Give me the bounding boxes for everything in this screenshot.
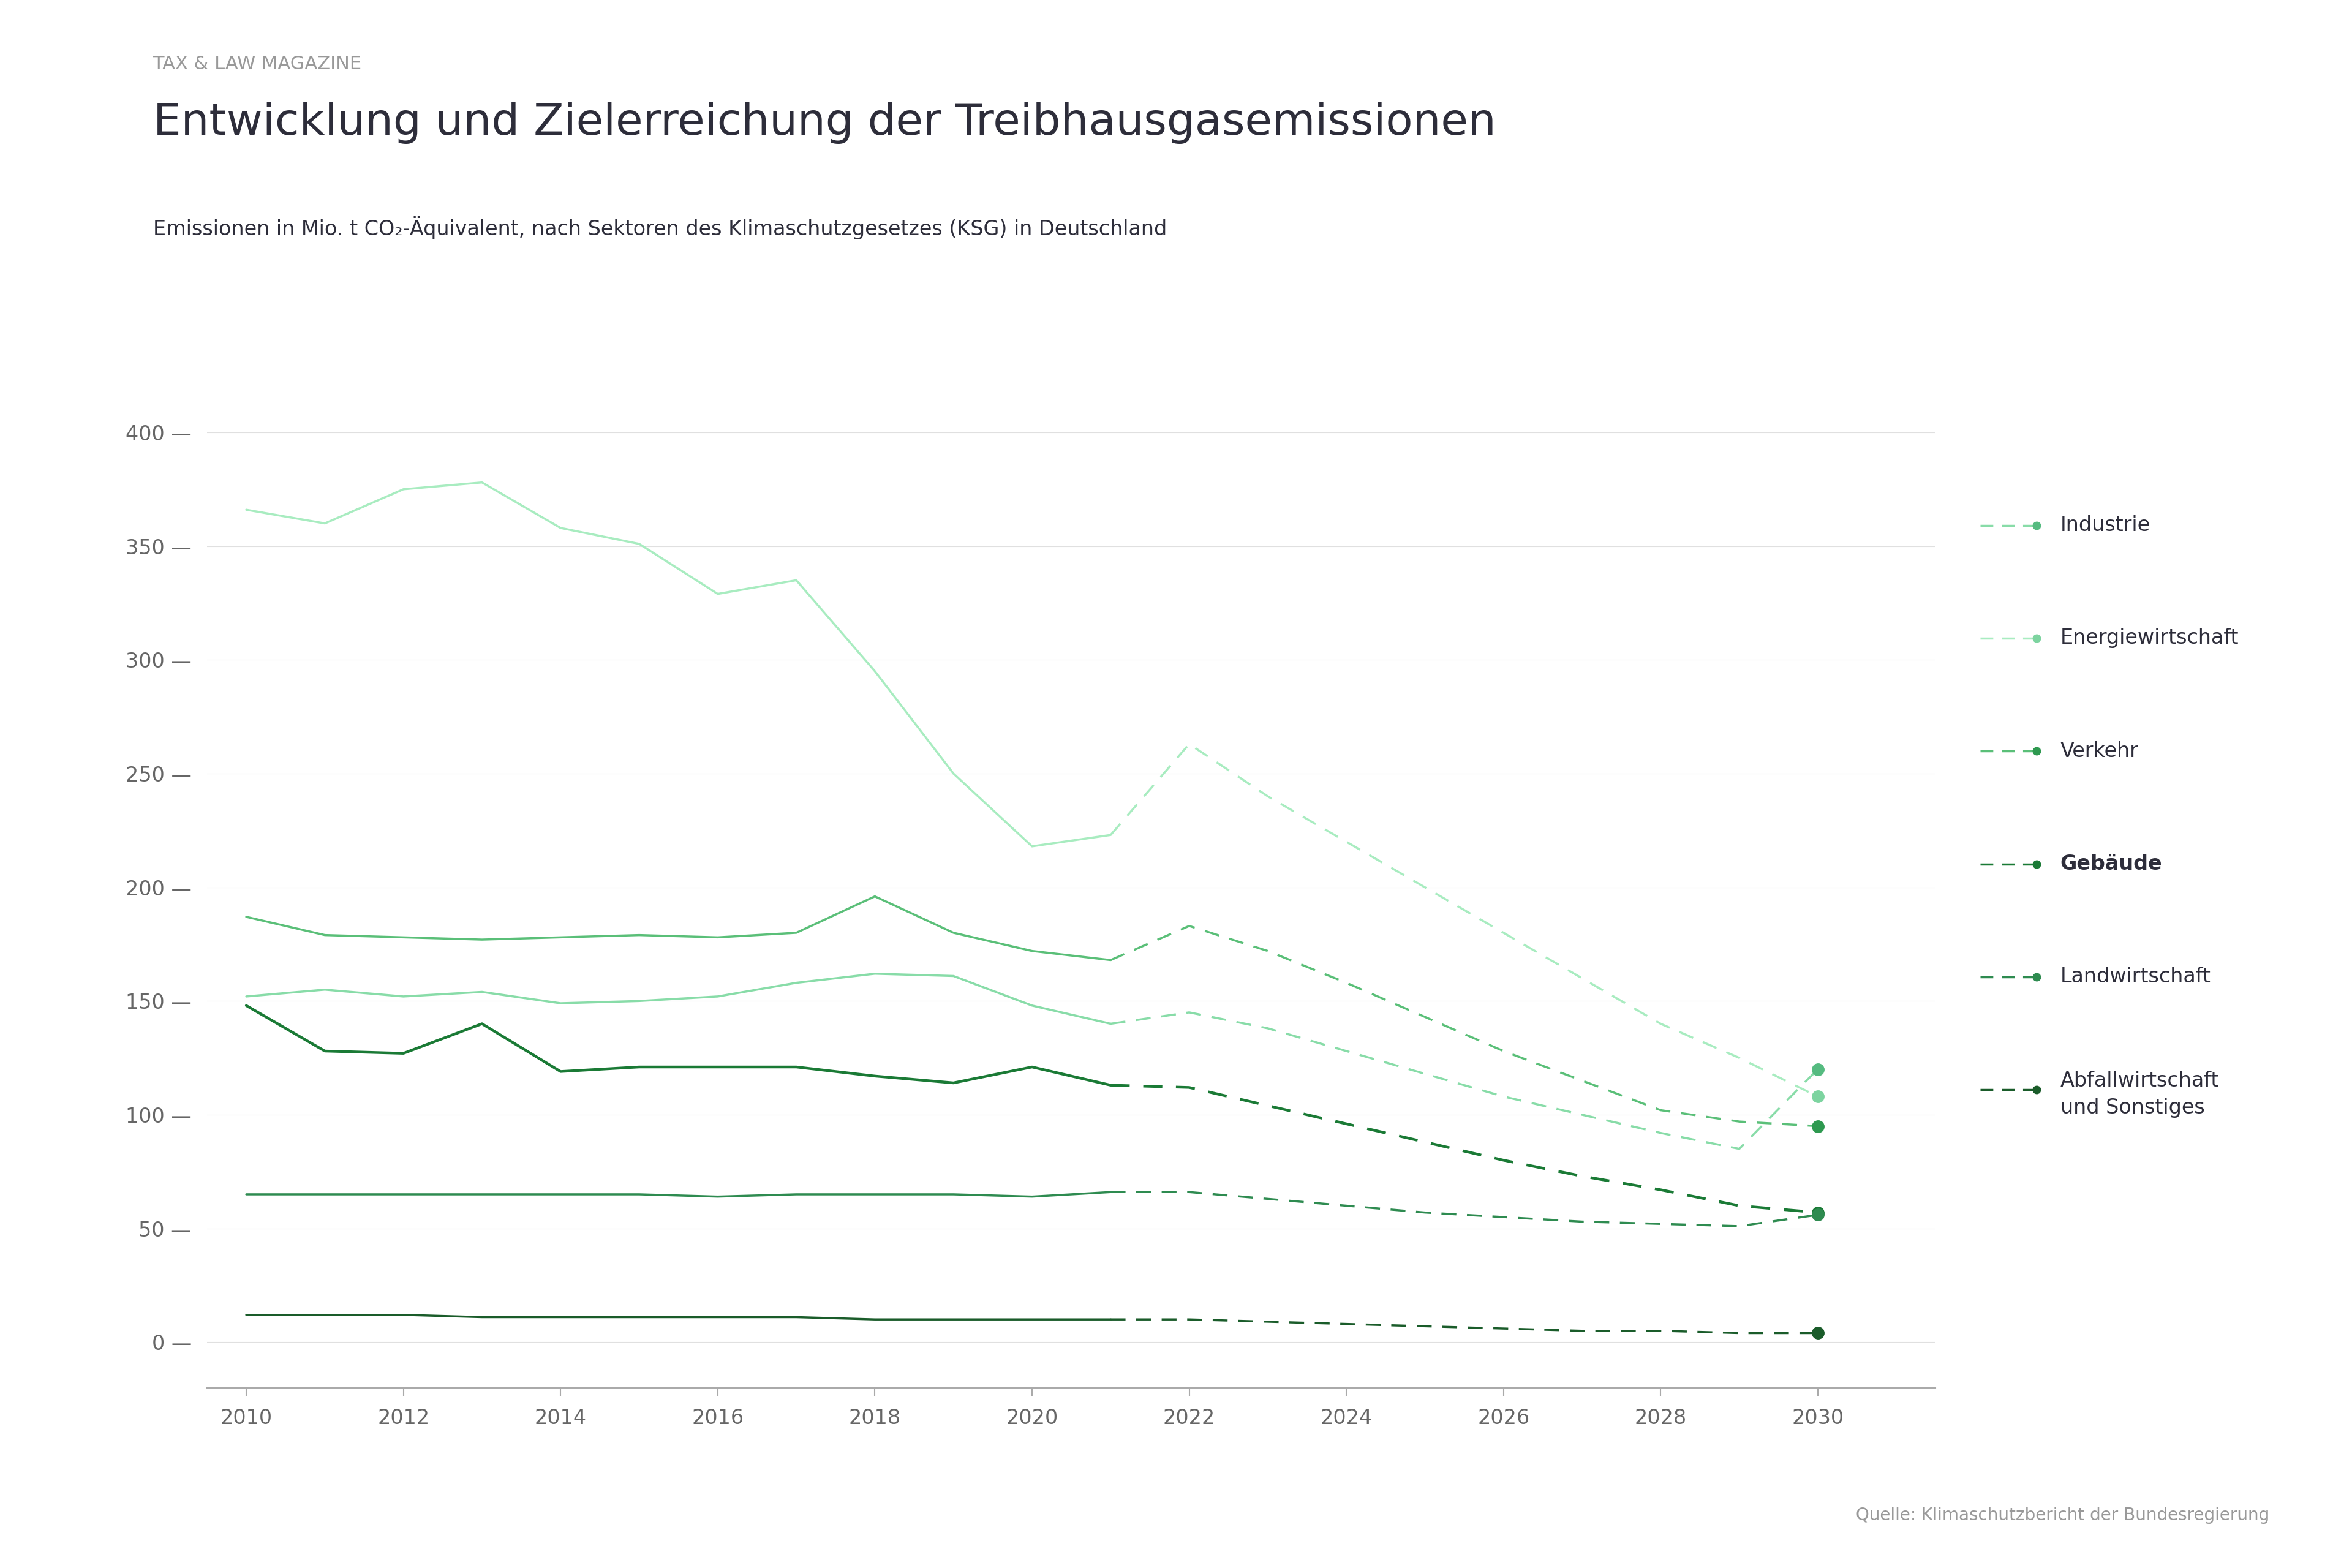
Text: Verkehr: Verkehr <box>2060 742 2138 760</box>
Text: TAX & LAW MAGAZINE: TAX & LAW MAGAZINE <box>153 55 362 72</box>
Text: Abfallwirtschaft
und Sonstiges: Abfallwirtschaft und Sonstiges <box>2060 1071 2220 1118</box>
Text: Emissionen in Mio. t CO₂-Äquivalent, nach Sektoren des Klimaschutzgesetzes (KSG): Emissionen in Mio. t CO₂-Äquivalent, nac… <box>153 216 1167 240</box>
Text: Industrie: Industrie <box>2060 516 2150 535</box>
Text: Landwirtschaft: Landwirtschaft <box>2060 967 2211 986</box>
Text: Entwicklung und Zielerreichung der Treibhausgasemissionen: Entwicklung und Zielerreichung der Treib… <box>153 102 1496 144</box>
Text: Quelle: Klimaschutzbericht der Bundesregierung: Quelle: Klimaschutzbericht der Bundesreg… <box>1856 1507 2270 1524</box>
Text: Energiewirtschaft: Energiewirtschaft <box>2060 629 2239 648</box>
Text: Gebäude: Gebäude <box>2060 855 2161 873</box>
